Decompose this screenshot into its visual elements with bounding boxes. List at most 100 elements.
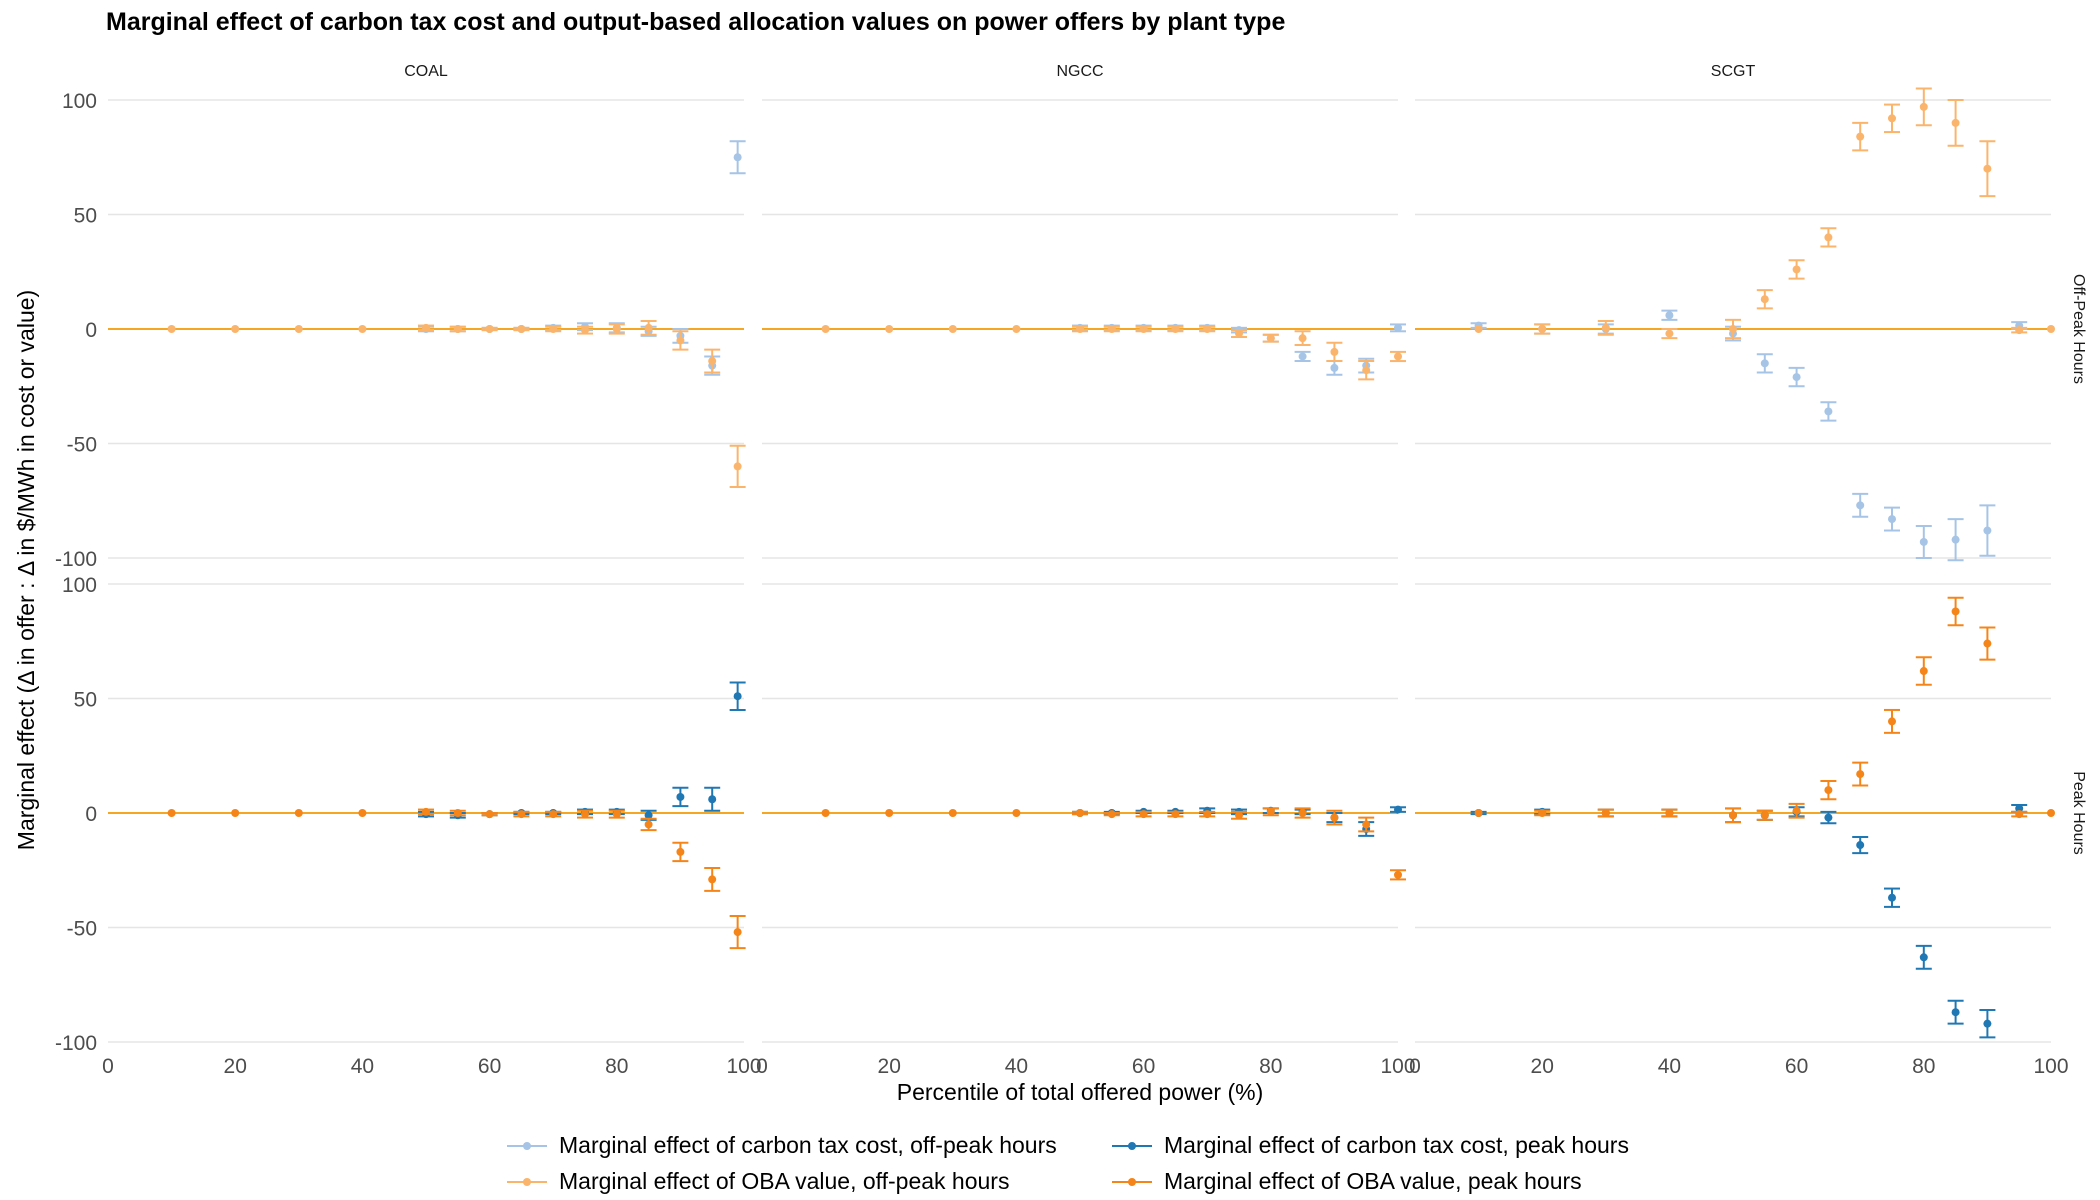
data-point: [1824, 786, 1833, 795]
data-point: [1888, 515, 1896, 524]
data-point: [1330, 347, 1339, 356]
data-point: [1139, 810, 1148, 819]
data-point: [231, 325, 240, 333]
data-point: [1792, 373, 1801, 382]
chart-title: Marginal effect of carbon tax cost and o…: [106, 8, 1286, 36]
data-point: [453, 325, 462, 333]
x-tick-label: 100: [2033, 1055, 2068, 1078]
data-point: [1298, 352, 1307, 361]
data-point: [422, 323, 430, 332]
data-point: [1856, 501, 1865, 510]
data-point: [1012, 325, 1021, 333]
data-point: [1983, 1019, 1992, 1028]
facet-label-peak-hours: Peak Hours: [2070, 771, 2087, 855]
data-point: [821, 809, 830, 817]
x-tick-label: 0: [1409, 1055, 1421, 1078]
data-point: [708, 875, 717, 884]
data-point: [1076, 809, 1084, 817]
data-point: [1983, 526, 1992, 535]
data-point: [549, 325, 558, 333]
data-point: [1856, 132, 1865, 141]
data-point: [1919, 953, 1928, 962]
series-ct_offpeak-scgt-off-peak-hours: [1470, 309, 2028, 562]
data-point: [1235, 811, 1243, 820]
data-point: [2047, 809, 2055, 817]
data-point: [676, 792, 685, 801]
y-tick-label: 50: [74, 689, 97, 712]
data-point: [358, 325, 367, 333]
legend-item-oba-peak: Marginal effect of OBA value, peak hours: [1110, 1168, 1582, 1195]
data-point: [1919, 537, 1928, 546]
data-point: [644, 811, 653, 820]
series-oba_offpeak-scgt-off-peak-hours: [1474, 87, 2055, 340]
data-point: [1538, 809, 1547, 817]
data-point: [1856, 770, 1865, 779]
x-tick-label: 60: [1785, 1055, 1808, 1078]
data-point: [885, 325, 894, 333]
legend-swatch: [505, 1136, 549, 1156]
data-point: [485, 325, 494, 333]
data-point: [1203, 810, 1212, 819]
data-point: [1824, 813, 1833, 822]
data-point: [1235, 329, 1243, 338]
data-point: [1171, 325, 1180, 333]
legend-label: Marginal effect of OBA value, off-peak h…: [559, 1168, 1010, 1194]
data-point: [1919, 102, 1928, 111]
x-tick-label: 40: [1658, 1055, 1681, 1078]
data-point: [1792, 265, 1801, 274]
data-point: [612, 325, 621, 333]
x-tick-label: 60: [1132, 1055, 1155, 1078]
data-point: [1298, 809, 1307, 817]
data-point: [708, 795, 717, 804]
legend-swatch: [1110, 1136, 1154, 1156]
data-point: [948, 809, 957, 817]
data-point: [1760, 811, 1769, 820]
data-point: [1888, 114, 1896, 123]
y-tick-label: 100: [62, 90, 97, 113]
zero-lines: [108, 328, 2051, 814]
data-point: [644, 323, 653, 332]
data-point: [1983, 639, 1992, 648]
data-point: [1601, 809, 1610, 817]
data-point: [708, 357, 717, 366]
data-point: [948, 325, 957, 333]
series-ct_offpeak-coal-off-peak-hours: [418, 140, 746, 376]
data-point: [1729, 811, 1737, 820]
data-point: [1951, 1008, 1960, 1017]
x-tick-label: 100: [1380, 1055, 1415, 1078]
data-point: [885, 809, 894, 817]
legend-swatch: [1110, 1172, 1154, 1192]
x-tick-label: 80: [1259, 1055, 1282, 1078]
data-point: [1601, 323, 1610, 332]
y-tick-label: 100: [62, 574, 97, 597]
data-point: [1203, 325, 1212, 333]
data-point: [1729, 325, 1737, 333]
data-point: [1076, 325, 1084, 333]
data-point: [821, 325, 830, 333]
data-point: [1538, 325, 1547, 333]
data-point: [612, 810, 621, 819]
data-point: [1107, 810, 1116, 819]
data-point: [1330, 363, 1339, 372]
facet-label-off-peak-hours: Off-Peak Hours: [2070, 274, 2087, 384]
series-oba_offpeak-coal-off-peak-hours: [167, 319, 746, 489]
x-tick-label: 100: [726, 1055, 761, 1078]
data-point: [453, 809, 462, 817]
data-point: [1394, 352, 1402, 361]
data-point: [1171, 810, 1180, 819]
data-point: [581, 326, 589, 335]
axis-labels: COAL NGCC SCGT Off-Peak Hours Peak Hours -100…: [55, 63, 2087, 1078]
legend-item-ct-peak: Marginal effect of carbon tax cost, peak…: [1110, 1132, 1629, 1159]
data-point: [2015, 810, 2024, 819]
data-point: [733, 692, 742, 701]
data-point: [1824, 407, 1833, 416]
grid-layer: [108, 99, 2051, 1043]
data-point: [2015, 326, 2024, 335]
data-point: [485, 810, 494, 819]
x-tick-label: 20: [878, 1055, 901, 1078]
data-point: [1266, 807, 1275, 816]
data-point: [167, 809, 176, 817]
x-axis-title: Percentile of total offered power (%): [897, 1079, 1263, 1105]
legend-label: Marginal effect of OBA value, peak hours: [1164, 1168, 1582, 1194]
data-point: [1888, 893, 1896, 902]
